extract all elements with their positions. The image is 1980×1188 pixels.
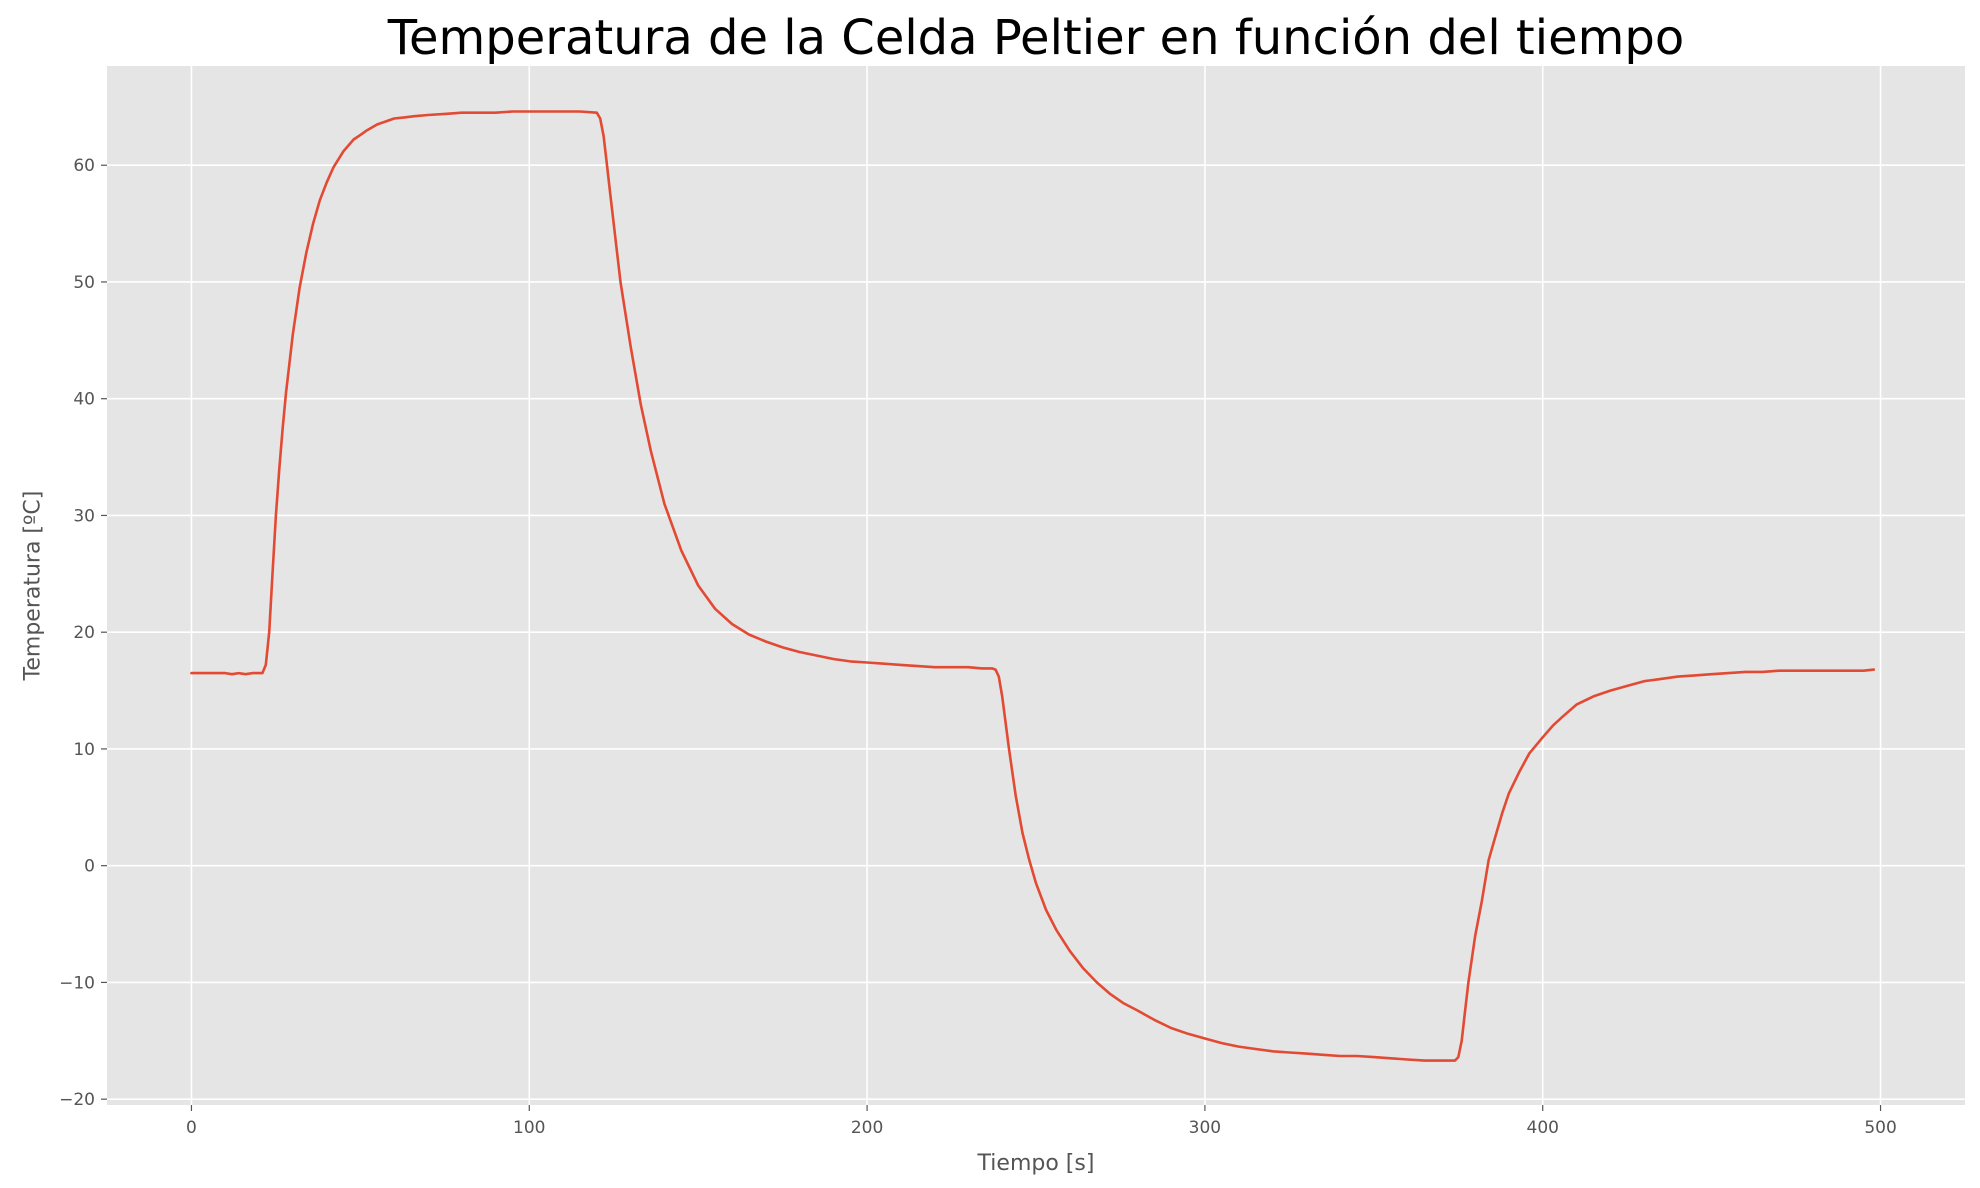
chart-title: Temperatura de la Celda Peltier en funci… (387, 10, 1684, 66)
y-gridlines (107, 164, 1965, 1100)
y-tick-label: −10 (59, 973, 95, 993)
y-tick-label: 20 (73, 623, 95, 643)
y-tick-label: 0 (84, 857, 95, 877)
y-tick-label: 50 (73, 273, 95, 293)
y-tick-label: 60 (73, 156, 95, 176)
plot-background (107, 66, 1965, 1105)
y-tick-label: 40 (73, 390, 95, 410)
x-tick-label: 300 (1189, 1118, 1221, 1138)
x-tick-label: 100 (513, 1118, 545, 1138)
series-layer (190, 110, 1876, 1062)
y-axis-label: Temperatura [ºC] (21, 491, 46, 682)
temperature-series-line (190, 110, 1876, 1062)
x-tick-label: 0 (186, 1118, 197, 1138)
x-tick-label: 200 (851, 1118, 883, 1138)
x-gridlines (190, 66, 1882, 1105)
y-tick-label: 10 (73, 740, 95, 760)
x-tick-label: 400 (1527, 1118, 1559, 1138)
y-ticks: −20 −10 0 10 20 30 40 50 60 (59, 156, 107, 1110)
x-ticks: 0 100 200 300 400 500 (186, 1105, 1897, 1138)
y-tick-label: −20 (59, 1090, 95, 1110)
y-tick-label: 30 (73, 506, 95, 526)
x-tick-label: 500 (1864, 1118, 1896, 1138)
x-axis-label: Tiempo [s] (977, 1151, 1095, 1176)
